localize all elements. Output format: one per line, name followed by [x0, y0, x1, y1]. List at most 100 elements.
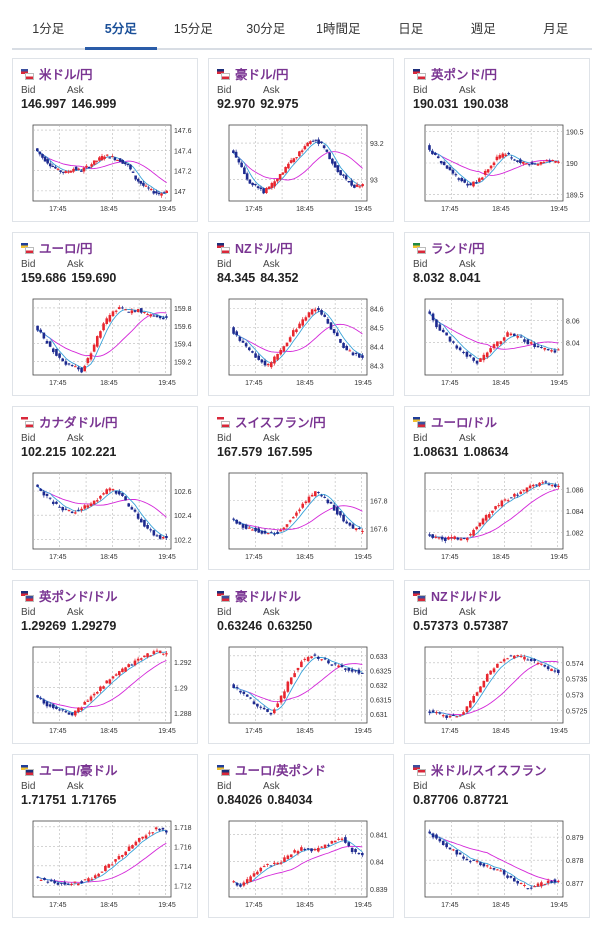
- x-tick-label: 19:45: [550, 902, 568, 909]
- candlestick-chart[interactable]: 1.288 1.29 1.292 17:45 18:45 19:45: [19, 643, 197, 739]
- candle: [529, 658, 533, 662]
- pair-name[interactable]: カナダドル/円: [39, 415, 118, 430]
- candle: [347, 667, 351, 673]
- ask-label: Ask: [459, 85, 476, 96]
- pair-name[interactable]: ランド/円: [431, 241, 485, 256]
- candle: [344, 667, 347, 673]
- pair-name[interactable]: 英ポンド/ドル: [39, 589, 118, 604]
- tab-1[interactable]: 1分足: [32, 22, 65, 36]
- candle: [130, 308, 134, 315]
- bid-label: Bid: [413, 85, 428, 96]
- bid-label: Bid: [217, 781, 232, 792]
- flag-quote-icon: [221, 72, 230, 80]
- rate-card[interactable]: 米ドル/スイスフラン Bid Ask 0.87706 0.87721 0.877 0.878…: [404, 754, 590, 918]
- pair-name[interactable]: 米ドル/円: [39, 67, 93, 82]
- tab-8[interactable]: 月足: [543, 22, 569, 36]
- card-header: 英ポンド/円: [413, 65, 497, 82]
- pair-name[interactable]: 英ポンド/円: [431, 67, 497, 82]
- pair-name[interactable]: 米ドル/スイスフラン: [431, 763, 547, 778]
- candle: [357, 526, 361, 530]
- candle: [506, 498, 510, 503]
- rate-card[interactable]: カナダドル/円 Bid Ask 102.215 102.221 102.2 102.4 102…: [12, 406, 198, 570]
- tab-6[interactable]: 日足: [398, 22, 424, 36]
- flag-base-icon: [21, 764, 28, 770]
- pair-name[interactable]: NZドル/円: [235, 241, 293, 256]
- rate-card[interactable]: ランド/円 Bid Ask 8.032 8.041 8.04 8.06 17:45 18:45 1…: [404, 232, 590, 396]
- candlestick-chart[interactable]: 1.082 1.084 1.086 17:45 18:45 19:45: [411, 469, 589, 565]
- candlestick-chart[interactable]: 84.3 84.4 84.5 84.6 17:45 18:45 19:45: [215, 295, 393, 391]
- candle: [314, 139, 318, 143]
- ask-price: 146.999: [71, 97, 117, 111]
- candle: [536, 661, 540, 666]
- tab-2[interactable]: 5分足: [84, 10, 158, 50]
- rate-card[interactable]: 英ポンド/ドル Bid Ask 1.29269 1.29279 1.288 1.29 1.29…: [12, 580, 198, 744]
- candle: [136, 511, 140, 521]
- candle: [266, 532, 270, 535]
- y-tick-label: 102.4: [174, 513, 192, 520]
- rate-card[interactable]: NZドル/円 Bid Ask 84.345 84.352 84.3 84.4 84.5 84.6…: [208, 232, 394, 396]
- y-tick-label: 0.6315: [370, 698, 392, 705]
- candle: [527, 164, 531, 167]
- y-tick-label: 1.716: [174, 844, 192, 851]
- pair-name[interactable]: 豪ドル/ドル: [235, 589, 301, 604]
- candle: [254, 526, 257, 533]
- flag-quote-icon: [221, 246, 230, 254]
- candle: [252, 699, 256, 705]
- candle: [339, 510, 342, 518]
- candle: [70, 510, 74, 514]
- bid-label: Bid: [21, 85, 36, 96]
- rate-card[interactable]: ユーロ/豪ドル Bid Ask 1.71751 1.71765 1.712 1.714 1.7…: [12, 754, 198, 918]
- candle: [540, 663, 543, 666]
- tab-4[interactable]: 30分足: [246, 22, 286, 36]
- candlestick-chart[interactable]: 0.631 0.6315 0.632 0.6325 0.633 17:45 18:45 19:…: [215, 643, 393, 739]
- candlestick-chart[interactable]: 159.2 159.4 159.6 159.8 17:45 18:45 19:45: [19, 295, 197, 391]
- candlestick-chart[interactable]: 1.712 1.714 1.716 1.718 17:45 18:45 19:45: [19, 817, 197, 913]
- candle: [89, 501, 93, 507]
- candle: [82, 165, 86, 174]
- candle: [262, 705, 266, 710]
- pair-name[interactable]: ユーロ/豪ドル: [39, 763, 118, 778]
- candle: [431, 832, 435, 840]
- pair-name[interactable]: スイスフラン/円: [235, 415, 326, 430]
- rate-card[interactable]: NZドル/ドル Bid Ask 0.57373 0.57387 0.5725 0.573 0.…: [404, 580, 590, 744]
- pair-name[interactable]: ユーロ/英ポンド: [235, 763, 326, 778]
- candle: [435, 833, 438, 840]
- rate-card[interactable]: ユーロ/ドル Bid Ask 1.08631 1.08634 1.082 1.084 1.08…: [404, 406, 590, 570]
- tab-5[interactable]: 1時間足: [316, 22, 361, 36]
- y-tick-label: 147.4: [174, 148, 192, 155]
- pair-name[interactable]: NZドル/ドル: [431, 589, 502, 604]
- rate-card[interactable]: 豪ドル/円 Bid Ask 92.970 92.975 93 93.2 17:45 18:45 1…: [208, 58, 394, 222]
- rate-card[interactable]: ユーロ/英ポンド Bid Ask 0.84026 0.84034 0.839 0.84 0.8…: [208, 754, 394, 918]
- rate-card[interactable]: 英ポンド/円 Bid Ask 190.031 190.038 189.5 190 190.5 1…: [404, 58, 590, 222]
- y-tick-label: 1.29: [174, 686, 188, 693]
- candle: [245, 694, 249, 697]
- candle: [79, 169, 83, 172]
- pair-name[interactable]: ユーロ/ドル: [431, 415, 497, 430]
- tab-7[interactable]: 週足: [470, 22, 496, 36]
- candle: [300, 148, 304, 154]
- candlestick-chart[interactable]: 189.5 190 190.5 17:45 18:45 19:45: [411, 121, 589, 217]
- candle: [134, 840, 138, 846]
- candlestick-chart[interactable]: 8.04 8.06 17:45 18:45 19:45: [411, 295, 589, 391]
- candlestick-chart[interactable]: 147 147.2 147.4 147.6 17:45 18:45 19:45: [19, 121, 197, 217]
- tab-3[interactable]: 15分足: [173, 22, 213, 36]
- candlestick-chart[interactable]: 0.5725 0.573 0.5735 0.574 17:45 18:45 19:45: [411, 643, 589, 739]
- candle: [86, 356, 90, 366]
- candlestick-chart[interactable]: 102.2 102.4 102.6 17:45 18:45 19:45: [19, 469, 197, 565]
- candle: [483, 169, 487, 177]
- pair-name[interactable]: ユーロ/円: [39, 241, 93, 256]
- candlestick-chart[interactable]: 93 93.2 17:45 18:45 19:45: [215, 121, 393, 217]
- quote-prices: 102.215 102.221: [21, 445, 116, 459]
- rate-card[interactable]: 米ドル/円 Bid Ask 146.997 146.999 147 147.2 147.4 14…: [12, 58, 198, 222]
- rate-card[interactable]: 豪ドル/ドル Bid Ask 0.63246 0.63250 0.631 0.6315 0.6…: [208, 580, 394, 744]
- plot-frame: [228, 472, 368, 550]
- candlestick-chart[interactable]: 167.6 167.8 17:45 18:45 19:45: [215, 469, 393, 565]
- candle: [347, 841, 351, 848]
- candlestick-chart[interactable]: 0.877 0.878 0.879 17:45 18:45 19:45: [411, 817, 589, 913]
- ask-price: 84.352: [260, 271, 299, 285]
- rate-card[interactable]: スイスフラン/円 Bid Ask 167.579 167.595 167.6 167.8 17…: [208, 406, 394, 570]
- candle: [144, 833, 148, 839]
- pair-name[interactable]: 豪ドル/円: [235, 67, 289, 82]
- candlestick-chart[interactable]: 0.839 0.84 0.841 17:45 18:45 19:45: [215, 817, 393, 913]
- rate-card[interactable]: ユーロ/円 Bid Ask 159.686 159.690 159.2 159.4 159.6…: [12, 232, 198, 396]
